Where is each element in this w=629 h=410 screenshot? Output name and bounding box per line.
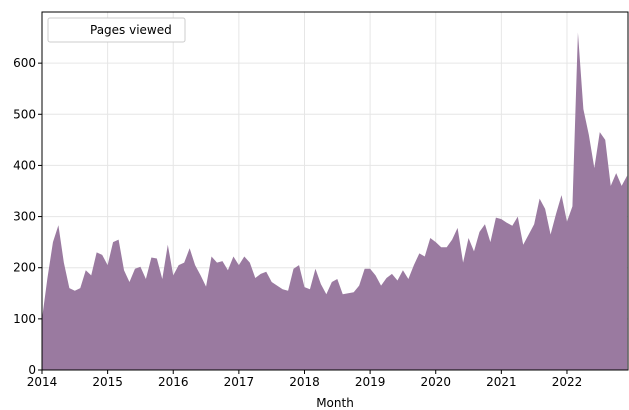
y-tick-label: 600 xyxy=(13,56,36,70)
x-tick-label: 2019 xyxy=(355,375,386,389)
legend-label: Pages viewed xyxy=(90,23,172,37)
x-tick-label: 2014 xyxy=(27,375,58,389)
x-tick-label: 2015 xyxy=(92,375,123,389)
y-tick-label: 500 xyxy=(13,107,36,121)
y-tick-label: 0 xyxy=(28,363,36,377)
y-tick-label: 100 xyxy=(13,312,36,326)
legend-swatch xyxy=(56,25,82,35)
y-tick-label: 300 xyxy=(13,210,36,224)
x-axis-label: Month xyxy=(316,396,354,410)
x-tick-label: 2016 xyxy=(158,375,189,389)
x-tick-label: 2018 xyxy=(289,375,320,389)
x-tick-label: 2017 xyxy=(224,375,255,389)
x-tick-label: 2022 xyxy=(552,375,583,389)
area xyxy=(42,32,628,370)
x-tick-label: 2021 xyxy=(486,375,517,389)
y-tick-label: 200 xyxy=(13,261,36,275)
y-tick-label: 400 xyxy=(13,158,36,172)
x-tick-label: 2020 xyxy=(420,375,451,389)
legend-box xyxy=(47,17,186,43)
plot-frame xyxy=(41,11,629,371)
